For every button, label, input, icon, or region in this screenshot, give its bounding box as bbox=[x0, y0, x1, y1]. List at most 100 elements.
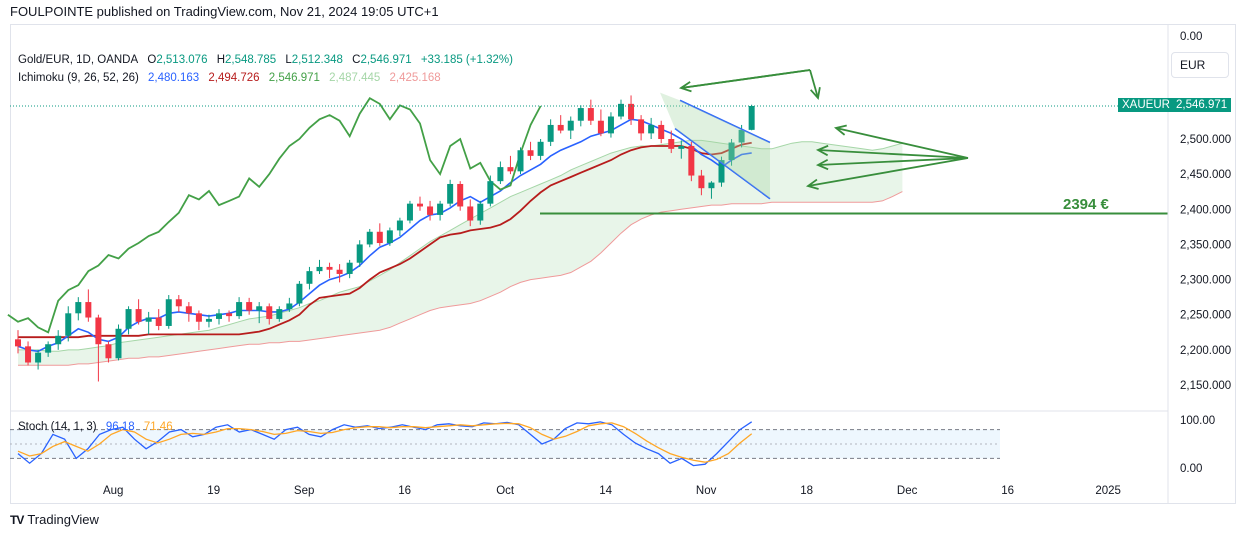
candle-body[interactable] bbox=[35, 352, 42, 363]
candle-body[interactable] bbox=[246, 302, 253, 311]
candle-body[interactable] bbox=[85, 302, 92, 318]
candle-body[interactable] bbox=[125, 309, 132, 329]
price-tick-label: 2,150.000 bbox=[1180, 380, 1231, 392]
time-tick-label: Sep bbox=[294, 485, 314, 497]
candle-body[interactable] bbox=[718, 160, 725, 183]
footer: TV TradingView bbox=[10, 512, 99, 527]
candle-body[interactable] bbox=[688, 146, 695, 176]
candle-body[interactable] bbox=[497, 167, 504, 182]
arrow-to-tenkan-head bbox=[815, 158, 829, 171]
candle-body[interactable] bbox=[256, 306, 263, 311]
candle-body[interactable] bbox=[477, 203, 484, 221]
currency-button[interactable]: EUR bbox=[1171, 52, 1229, 78]
price-axis: 2,500.000 2,450.000 2,400.000 2,350.000 2,30… bbox=[1180, 31, 1231, 392]
candle-body[interactable] bbox=[678, 146, 685, 149]
open-label: O bbox=[147, 54, 157, 66]
symbol-name[interactable]: Gold/EUR, 1D, OANDA bbox=[18, 54, 139, 66]
candle-body[interactable] bbox=[25, 346, 32, 363]
candle-body[interactable] bbox=[517, 150, 524, 172]
candle-body[interactable] bbox=[205, 318, 212, 322]
candle-body[interactable] bbox=[65, 313, 72, 336]
candle-body[interactable] bbox=[366, 231, 373, 245]
candle-body[interactable] bbox=[346, 262, 353, 274]
stoch-label[interactable]: Stoch (14, 1, 3) bbox=[18, 421, 97, 433]
span-a-value: 2,487.445 bbox=[329, 72, 381, 84]
channel-upper-line bbox=[679, 99, 771, 144]
candle-body[interactable] bbox=[356, 244, 363, 263]
candle-body[interactable] bbox=[155, 317, 162, 326]
candle-body[interactable] bbox=[668, 139, 675, 149]
candle-body[interactable] bbox=[185, 306, 192, 314]
candle-body[interactable] bbox=[638, 119, 645, 134]
candle-body[interactable] bbox=[698, 175, 705, 189]
candle-body[interactable] bbox=[457, 183, 464, 207]
candle-body[interactable] bbox=[306, 271, 313, 284]
price-tick-label: 2,300.000 bbox=[1180, 275, 1231, 287]
candle-body[interactable] bbox=[537, 141, 544, 156]
time-tick-label: 18 bbox=[800, 485, 813, 497]
arrow-to-current-head bbox=[810, 87, 821, 100]
candle-body[interactable] bbox=[728, 142, 735, 161]
candle-body[interactable] bbox=[628, 103, 635, 120]
low-label: L bbox=[285, 54, 292, 66]
stoch-k-value: 96.18 bbox=[105, 421, 135, 433]
footer-brand[interactable]: TradingView bbox=[27, 512, 99, 527]
stoch-pane: 100.00 0.00 bbox=[10, 410, 1215, 475]
candle-body[interactable] bbox=[236, 302, 243, 317]
tradingview-logo-icon[interactable]: TV bbox=[10, 512, 24, 527]
candle-body[interactable] bbox=[507, 167, 514, 172]
ichimoku-cloud bbox=[18, 139, 903, 366]
candle-body[interactable] bbox=[738, 129, 745, 143]
candle-body[interactable] bbox=[748, 105, 755, 130]
candle-body[interactable] bbox=[557, 124, 564, 131]
candle-body[interactable] bbox=[105, 344, 112, 359]
candle-body[interactable] bbox=[195, 313, 202, 322]
candle-body[interactable] bbox=[618, 103, 624, 117]
arrow-to-kijun-head bbox=[815, 144, 829, 157]
candle-body[interactable] bbox=[316, 266, 323, 272]
candle-body[interactable] bbox=[567, 120, 574, 131]
candle-body[interactable] bbox=[447, 183, 454, 204]
candle-body[interactable] bbox=[276, 309, 283, 319]
support-level-label: 2394 € bbox=[1063, 196, 1109, 213]
candle-body[interactable] bbox=[527, 150, 534, 156]
candle-body[interactable] bbox=[376, 231, 383, 244]
candle-body[interactable] bbox=[75, 302, 82, 314]
candle-body[interactable] bbox=[95, 317, 102, 345]
candle-body[interactable] bbox=[45, 344, 52, 353]
candle-body[interactable] bbox=[708, 182, 715, 189]
candle-body[interactable] bbox=[266, 306, 273, 319]
candle-body[interactable] bbox=[135, 309, 142, 322]
candle-body[interactable] bbox=[55, 335, 62, 345]
candle-body[interactable] bbox=[417, 203, 423, 207]
candle-body[interactable] bbox=[607, 116, 614, 134]
candle-body[interactable] bbox=[437, 203, 444, 215]
candle-body[interactable] bbox=[587, 108, 594, 121]
candle-body[interactable] bbox=[406, 203, 413, 221]
candle-body[interactable] bbox=[226, 313, 233, 317]
candle-body[interactable] bbox=[216, 313, 222, 319]
candle-body[interactable] bbox=[648, 124, 655, 134]
candle-body[interactable] bbox=[547, 124, 554, 142]
candle-body[interactable] bbox=[326, 266, 333, 270]
time-axis: Aug 19 Sep 16 Oct 14 Nov 18 Dec 16 2025 bbox=[103, 24, 1169, 504]
candle-body[interactable] bbox=[487, 181, 494, 204]
candle-body[interactable] bbox=[577, 108, 584, 121]
candle-body[interactable] bbox=[15, 339, 21, 347]
candle-body[interactable] bbox=[115, 328, 122, 359]
candle-body[interactable] bbox=[597, 120, 604, 134]
candle-body[interactable] bbox=[296, 283, 303, 304]
candle-body[interactable] bbox=[336, 269, 343, 274]
candle-body[interactable] bbox=[427, 206, 434, 215]
candle-body[interactable] bbox=[165, 299, 172, 326]
candle-body[interactable] bbox=[145, 317, 152, 322]
candle-body[interactable] bbox=[175, 299, 182, 307]
candle-body[interactable] bbox=[386, 230, 393, 244]
candle-body[interactable] bbox=[396, 220, 403, 231]
candle-body[interactable] bbox=[658, 124, 665, 139]
candle-body[interactable] bbox=[467, 206, 474, 221]
candle-body[interactable] bbox=[286, 303, 293, 310]
ichimoku-label[interactable]: Ichimoku (9, 26, 52, 26) bbox=[18, 72, 139, 84]
senkou-span-b-line bbox=[18, 191, 903, 366]
